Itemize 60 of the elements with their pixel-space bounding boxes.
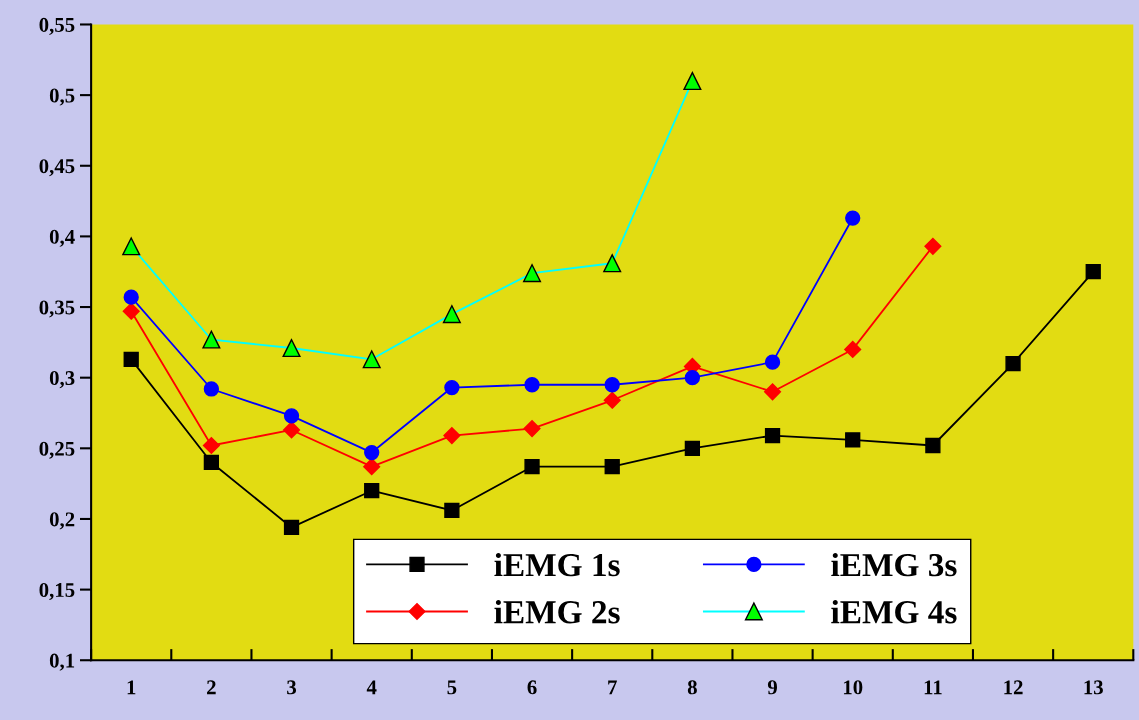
x-tick-label: 7 (608, 680, 617, 695)
point (1085, 264, 1101, 280)
point (684, 440, 701, 456)
point (764, 427, 781, 444)
x-tick-label: 3 (287, 680, 297, 695)
point (203, 381, 220, 397)
y-tick-label: 0,15 (39, 582, 75, 601)
point (444, 502, 460, 519)
point (363, 458, 381, 476)
legend-label: iEMG 1s (494, 552, 620, 577)
point (123, 351, 139, 367)
y-tick-label: 0,45 (39, 159, 75, 177)
point (845, 210, 861, 226)
x-tick-label: 8 (687, 680, 697, 695)
point (364, 483, 380, 499)
legend-label: iEMG 4s (831, 600, 957, 624)
x-tick-label: 6 (527, 680, 537, 695)
point (925, 437, 941, 454)
y-tick-label: 0,1 (49, 653, 75, 671)
point (924, 237, 942, 255)
x-tick-label: 1 (127, 680, 136, 695)
point (763, 383, 782, 401)
x-tick-label: 4 (366, 680, 377, 695)
y-tick-label: 0,5 (49, 88, 75, 106)
point (764, 354, 781, 370)
point (283, 408, 300, 424)
x-tick-label: 5 (447, 680, 457, 695)
point (203, 454, 220, 471)
point (684, 370, 701, 386)
point (364, 444, 380, 461)
point (523, 419, 541, 438)
point (603, 391, 621, 409)
x-tick-label: 11 (924, 680, 942, 695)
point (283, 519, 300, 536)
point (604, 459, 620, 475)
x-tick-label: 10 (843, 680, 863, 695)
y-tick-label: 0,2 (49, 512, 75, 530)
point (443, 427, 461, 445)
point (123, 289, 139, 305)
point (444, 379, 460, 396)
x-tick-label: 2 (207, 680, 216, 695)
y-tick-label: 0,25 (39, 441, 75, 459)
y-tick-label: 0,35 (39, 300, 75, 318)
point (844, 340, 862, 358)
x-tick-label: 9 (767, 680, 778, 695)
legend-label: iEMG 3s (831, 552, 957, 577)
point (1005, 355, 1021, 372)
legend-label: iEMG 2s (494, 600, 620, 624)
point (604, 377, 620, 393)
point (202, 436, 220, 455)
y-tick-label: 0,4 (49, 229, 75, 247)
x-tick-label: 13 (1084, 680, 1103, 695)
point (282, 421, 301, 439)
point (524, 377, 540, 393)
x-tick-label: 12 (1004, 680, 1023, 695)
point (845, 432, 861, 448)
point (524, 459, 540, 475)
y-tick-label: 0,3 (49, 371, 75, 389)
y-tick-label: 0,55 (39, 17, 75, 35)
point (122, 302, 140, 320)
